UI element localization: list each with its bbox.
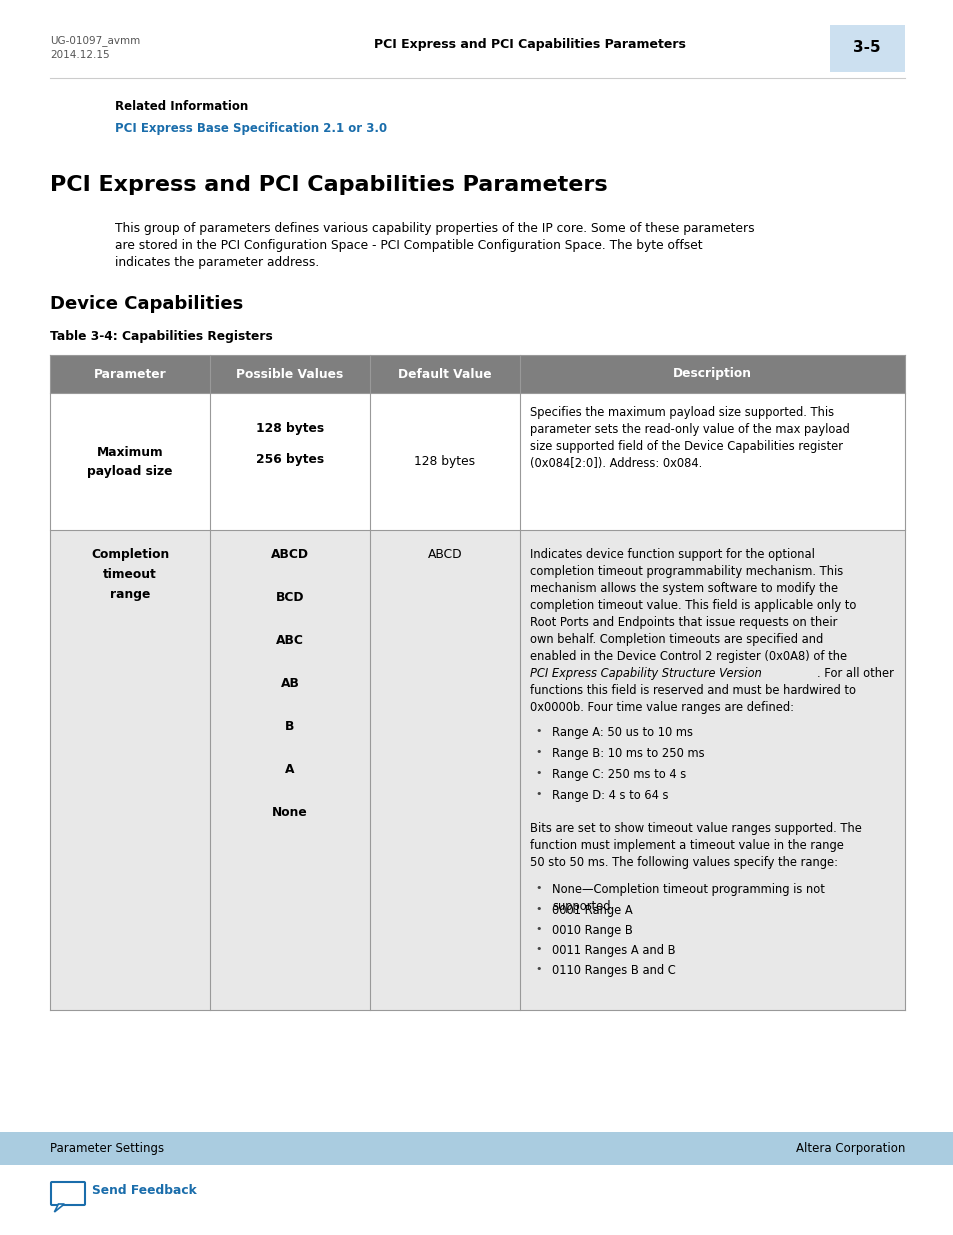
Text: Range D: 4 s to 64 s: Range D: 4 s to 64 s	[552, 789, 668, 802]
Text: Range A: 50 us to 10 ms: Range A: 50 us to 10 ms	[552, 726, 692, 739]
Text: Parameter: Parameter	[93, 368, 166, 380]
Text: 0011 Ranges A and B: 0011 Ranges A and B	[552, 944, 675, 957]
Text: supported: supported	[552, 900, 610, 913]
Text: parameter sets the read-only value of the max payload: parameter sets the read-only value of th…	[530, 424, 849, 436]
Text: PCI Express Capability Structure Version: PCI Express Capability Structure Version	[530, 667, 760, 680]
Text: PCI Express and PCI Capabilities Parameters: PCI Express and PCI Capabilities Paramet…	[374, 38, 685, 51]
Text: mechanism allows the system software to modify the: mechanism allows the system software to …	[530, 582, 838, 595]
Text: size supported field of the Device Capabilities register: size supported field of the Device Capab…	[530, 440, 842, 453]
Text: Parameter Settings: Parameter Settings	[50, 1142, 164, 1155]
FancyBboxPatch shape	[51, 1182, 85, 1205]
Text: 256 bytes: 256 bytes	[255, 453, 324, 466]
Text: enabled in the Device Control 2 register (0x0A8) of the: enabled in the Device Control 2 register…	[530, 650, 846, 663]
Text: Range B: 10 ms to 250 ms: Range B: 10 ms to 250 ms	[552, 747, 704, 760]
Text: 128 bytes: 128 bytes	[414, 454, 475, 468]
Text: •: •	[535, 789, 541, 799]
Text: PCI Express Base Specification 2.1 or 3.0: PCI Express Base Specification 2.1 or 3.…	[115, 122, 387, 135]
Text: Table 3-4: Capabilities Registers: Table 3-4: Capabilities Registers	[50, 330, 273, 343]
Bar	[50, 393, 904, 530]
Text: BCD: BCD	[275, 592, 304, 604]
Text: Device Capabilities: Device Capabilities	[50, 295, 243, 312]
Text: function must implement a timeout value in the range: function must implement a timeout value …	[530, 839, 843, 852]
Text: This group of parameters defines various capability properties of the IP core. S: This group of parameters defines various…	[115, 222, 754, 235]
Text: ABC: ABC	[275, 634, 304, 647]
Text: •: •	[535, 965, 541, 974]
Text: Completion
timeout
range: Completion timeout range	[91, 548, 169, 601]
Text: Send Feedback: Send Feedback	[91, 1183, 196, 1197]
Bar	[829, 25, 904, 72]
Text: •: •	[535, 883, 541, 893]
Text: Bits are set to show timeout value ranges supported. The: Bits are set to show timeout value range…	[530, 823, 861, 835]
Text: 0010 Range B: 0010 Range B	[552, 924, 632, 937]
Text: (0x084[2:0]). Address: 0x084.: (0x084[2:0]). Address: 0x084.	[530, 457, 701, 471]
Text: 128 bytes: 128 bytes	[255, 422, 324, 435]
Text: Maximum
payload size: Maximum payload size	[87, 446, 172, 478]
Bar	[50, 530, 904, 1010]
Text: Possible Values: Possible Values	[236, 368, 343, 380]
Text: •: •	[535, 768, 541, 778]
Text: Related Information: Related Information	[115, 100, 248, 112]
Text: Specifies the maximum payload size supported. This: Specifies the maximum payload size suppo…	[530, 406, 833, 419]
Polygon shape	[54, 1204, 65, 1212]
Text: Default Value: Default Value	[397, 368, 492, 380]
Text: 0110 Ranges B and C: 0110 Ranges B and C	[552, 965, 675, 977]
Text: are stored in the PCI Configuration Space - PCI Compatible Configuration Space. : are stored in the PCI Configuration Spac…	[115, 240, 702, 252]
Text: indicates the parameter address.: indicates the parameter address.	[115, 256, 319, 269]
Text: 3-5: 3-5	[852, 41, 880, 56]
Text: UG-01097_avmm: UG-01097_avmm	[50, 35, 140, 46]
Bar	[50, 354, 904, 393]
Text: None—Completion timeout programming is not: None—Completion timeout programming is n…	[552, 883, 824, 897]
Text: •: •	[535, 747, 541, 757]
Text: completion timeout programmability mechanism. This: completion timeout programmability mecha…	[530, 564, 842, 578]
Text: •: •	[535, 944, 541, 953]
Text: functions this field is reserved and must be hardwired to: functions this field is reserved and mus…	[530, 684, 855, 697]
Text: None: None	[272, 806, 308, 819]
Text: own behalf. Completion timeouts are specified and: own behalf. Completion timeouts are spec…	[530, 634, 822, 646]
Bar	[0, 1132, 953, 1165]
Text: B: B	[285, 720, 294, 734]
Text: ABCD: ABCD	[427, 548, 462, 561]
Text: 2014.12.15: 2014.12.15	[50, 49, 110, 61]
Text: Indicates device function support for the optional: Indicates device function support for th…	[530, 548, 814, 561]
Text: •: •	[535, 904, 541, 914]
Text: Altera Corporation: Altera Corporation	[795, 1142, 904, 1155]
Text: 0x0000b. Four time value ranges are defined:: 0x0000b. Four time value ranges are defi…	[530, 701, 793, 714]
Text: 0001 Range A: 0001 Range A	[552, 904, 632, 918]
Text: Range C: 250 ms to 4 s: Range C: 250 ms to 4 s	[552, 768, 685, 781]
Text: PCI Express and PCI Capabilities Parameters: PCI Express and PCI Capabilities Paramet…	[50, 175, 607, 195]
Text: completion timeout value. This field is applicable only to: completion timeout value. This field is …	[530, 599, 856, 613]
Text: ABCD: ABCD	[271, 548, 309, 561]
Text: Description: Description	[672, 368, 751, 380]
Text: •: •	[535, 726, 541, 736]
Text: 50 sto 50 ms. The following values specify the range:: 50 sto 50 ms. The following values speci…	[530, 856, 837, 869]
Text: Root Ports and Endpoints that issue requests on their: Root Ports and Endpoints that issue requ…	[530, 616, 837, 629]
Text: A: A	[285, 763, 294, 776]
Text: AB: AB	[280, 677, 299, 690]
Text: •: •	[535, 924, 541, 934]
Text: . For all other: . For all other	[816, 667, 893, 680]
